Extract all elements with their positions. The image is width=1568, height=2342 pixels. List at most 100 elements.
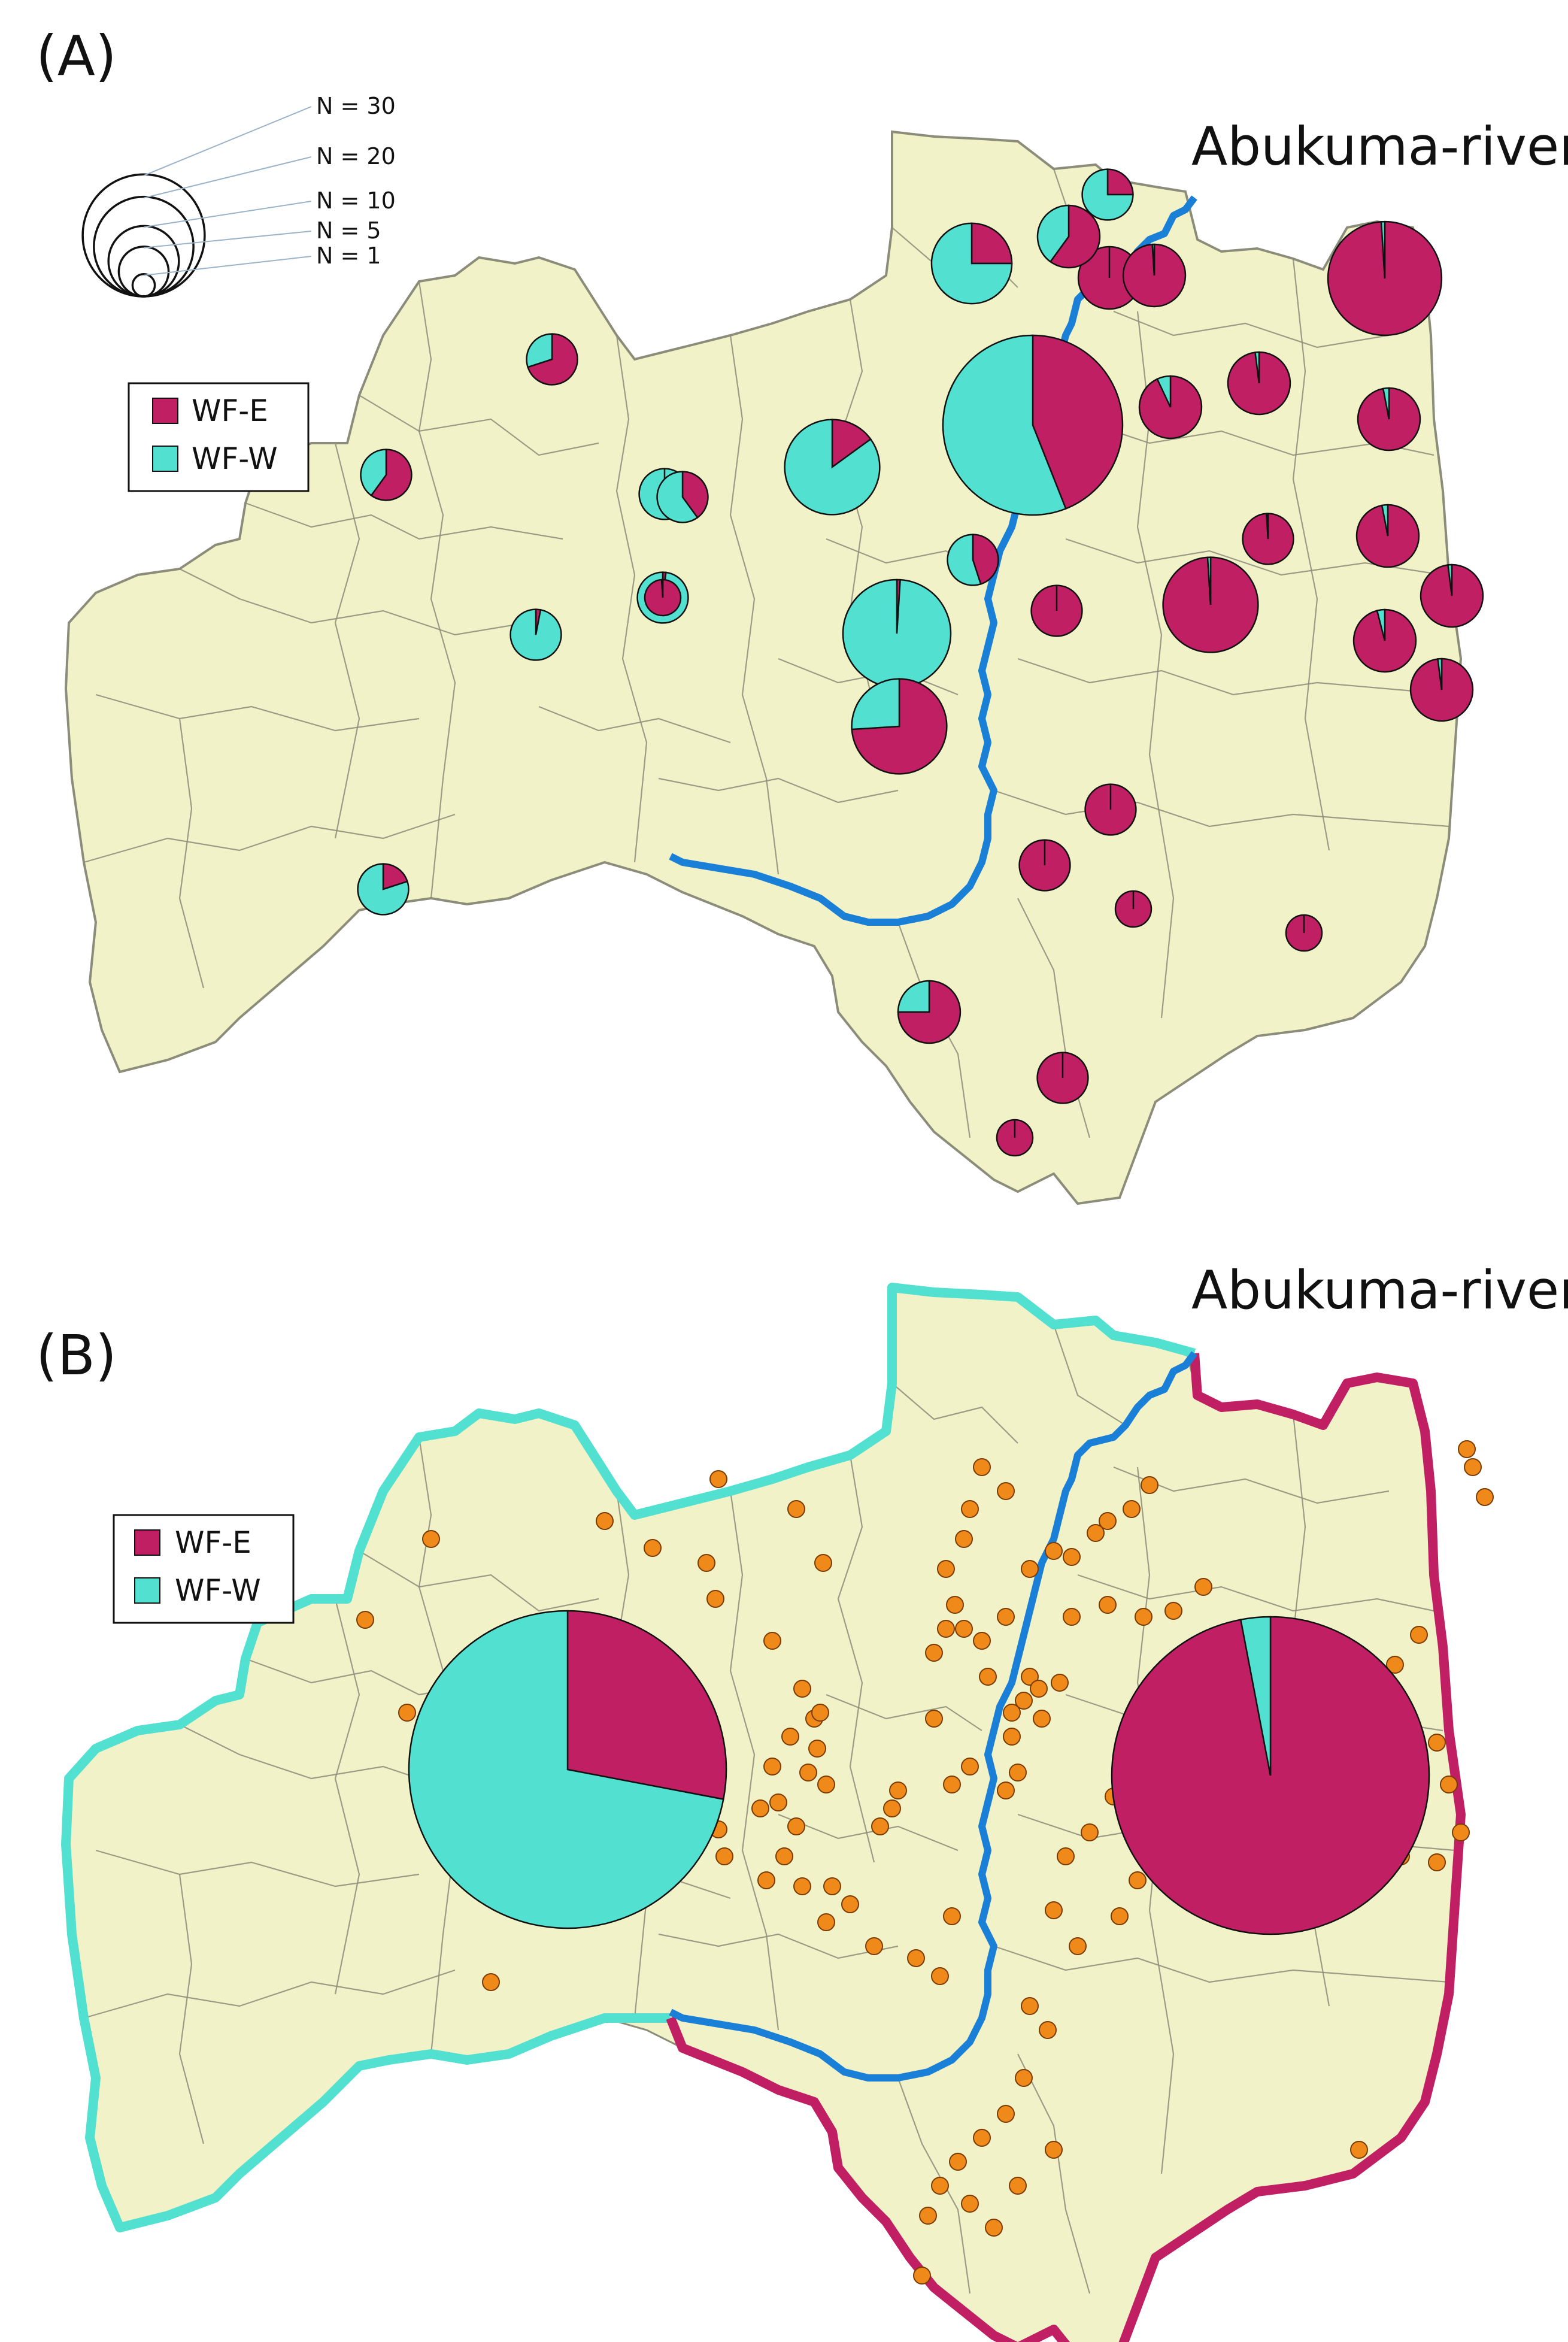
site-pie-26 [1352, 608, 1417, 673]
scale-circle-30 [81, 173, 206, 298]
site-pie-24-wf-w-slice [1380, 220, 1386, 279]
sample-point [997, 1782, 1015, 1799]
scale-label-20: N = 20 [316, 143, 396, 169]
site-pie-23 [1030, 584, 1083, 637]
sample-point [955, 1530, 973, 1548]
site-pie-17 [1162, 556, 1259, 653]
sample-point [907, 1949, 925, 1967]
site-pie-36-wf-w-slice [1081, 168, 1134, 221]
sample-point [937, 1620, 955, 1638]
sample-point [943, 1776, 961, 1793]
sample-point [1129, 1871, 1147, 1889]
panel-b-legend: WF-E WF-W [113, 1514, 295, 1624]
scale-circle-10 [107, 225, 180, 298]
sample-point [979, 1668, 997, 1686]
sample-point [1009, 1764, 1027, 1782]
sample-point [715, 1847, 733, 1865]
legend-b-swatch-wf-e [134, 1529, 160, 1556]
legend-b-label-wf-w: WF-W [175, 1573, 261, 1608]
sample-point [1003, 1704, 1021, 1722]
sample-point [1045, 1901, 1063, 1919]
site-pie-8 [656, 471, 709, 523]
panel-a-legend: WF-E WF-W [128, 382, 310, 492]
site-pie-9-wf-e-slice [831, 419, 872, 469]
site-pie-35 [996, 1119, 1034, 1157]
legend-b-swatch-wf-w [134, 1577, 160, 1604]
sample-point [997, 1608, 1015, 1626]
sample-point [1063, 1548, 1081, 1566]
site-pie-20-wf-w-slice [1447, 563, 1453, 596]
sample-point [1081, 1823, 1099, 1841]
sample-point [931, 2177, 949, 2195]
region-pie-east-wf-w-slice [1239, 1616, 1272, 1776]
site-pie-13-wf-w-slice [942, 334, 1067, 516]
site-pie-33 [897, 980, 962, 1044]
sample-point [1164, 1602, 1182, 1620]
site-pie-21-wf-e-slice [1049, 204, 1101, 269]
sample-point [931, 1967, 949, 1985]
panel-b-label: (B) [36, 1323, 117, 1387]
site-pie-25-wf-w-slice [1266, 513, 1269, 540]
sample-point [1194, 1578, 1212, 1596]
region-pie-west-wf-w-slice [408, 1610, 724, 1929]
site-pie-16-wf-w-slice [1254, 351, 1260, 384]
size-scale: N = 30 N = 20 N = 10 N = 5 N = 1 [81, 93, 396, 298]
site-pie-1 [526, 333, 578, 386]
sample-point [706, 1590, 724, 1608]
sample-point [697, 1554, 715, 1572]
site-pie-29 [1084, 783, 1137, 836]
site-pie-21-wf-w-slice [1036, 204, 1070, 263]
scale-label-5: N = 5 [316, 217, 381, 244]
sample-point [482, 1973, 500, 1991]
sample-point [751, 1799, 769, 1817]
sample-point [1021, 1997, 1039, 2015]
site-pie-15 [1138, 375, 1203, 440]
sample-point [1111, 1907, 1129, 1925]
site-pie-12 [509, 608, 562, 661]
site-pie-33-wf-e-slice [897, 980, 962, 1044]
sample-point [793, 1680, 811, 1698]
site-pie-8-wf-w-slice [656, 471, 699, 523]
sample-point [1410, 1626, 1428, 1644]
sample-point [422, 1530, 440, 1548]
sample-point [1452, 1823, 1470, 1841]
sample-point [1440, 1776, 1458, 1793]
site-pie-30 [1018, 839, 1071, 892]
site-pie-28-wf-w-slice [851, 678, 900, 731]
sample-point [817, 1913, 835, 1931]
sample-point [1386, 1656, 1404, 1674]
sample-point [644, 1539, 662, 1557]
legend-a-swatch-wf-e [152, 398, 178, 424]
sample-point [1021, 1668, 1039, 1686]
site-pie-36-wf-e-slice [1106, 168, 1134, 196]
sample-point [775, 1847, 793, 1865]
sample-point [787, 1817, 805, 1835]
site-pie-19-wf-w-slice [1381, 504, 1389, 537]
site-pie-3 [930, 222, 1013, 305]
site-pie-2 [360, 449, 413, 501]
sample-point [814, 1554, 832, 1572]
sample-point [1045, 1542, 1063, 1560]
sample-point [1099, 1512, 1117, 1530]
site-pie-7 [357, 863, 410, 916]
sample-point [949, 2153, 967, 2171]
sample-point [1135, 1608, 1153, 1626]
sample-point [925, 1644, 943, 1662]
panel-b-region-pies [408, 1610, 1430, 1935]
legend-b-label-wf-e: WF-E [175, 1525, 251, 1560]
sample-point [1051, 1674, 1069, 1692]
scale-circle-1 [131, 273, 156, 298]
site-pie-33-wf-w-slice [897, 980, 930, 1013]
region-pie-east [1111, 1616, 1430, 1935]
sample-point [961, 1758, 979, 1776]
sample-point [961, 1500, 979, 1518]
site-pie-16 [1227, 351, 1291, 416]
sample-point [1015, 2069, 1033, 2087]
sample-point [997, 2105, 1015, 2123]
sample-point [1069, 1937, 1087, 1955]
site-pie-3-wf-e-slice [970, 222, 1013, 265]
site-pie-14-wf-w-slice [1151, 243, 1155, 276]
sample-point [763, 1758, 781, 1776]
site-pie-27 [1409, 658, 1474, 722]
